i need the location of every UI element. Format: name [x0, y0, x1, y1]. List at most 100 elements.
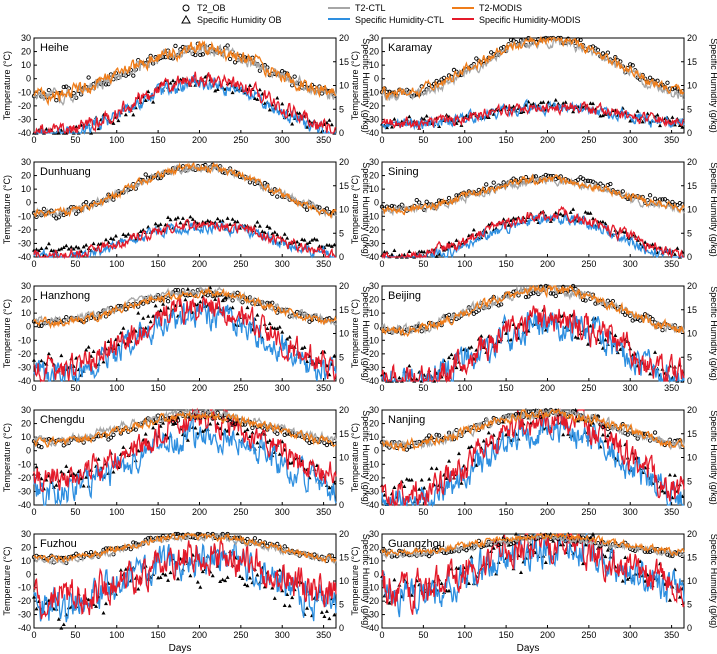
humidity-ob-point	[230, 90, 235, 95]
humidity-ob-point	[285, 236, 290, 240]
x-tick-label: 50	[70, 135, 80, 145]
x-tick-label: 250	[233, 135, 248, 145]
right-tick-label: 20	[339, 157, 349, 167]
series-t2-modis	[33, 40, 337, 107]
t2-ob-point	[575, 177, 581, 182]
humidity-ob-point	[44, 126, 49, 131]
humidity-ob-point	[590, 216, 595, 221]
left-tick-label: -30	[18, 486, 31, 496]
t2-ob-point	[665, 80, 670, 85]
t2-ob-point	[548, 291, 553, 296]
station-name: Beijing	[388, 290, 421, 302]
left-tick-label: 20	[21, 295, 31, 305]
humidity-ob-point	[514, 532, 519, 536]
t2-ob-point	[235, 290, 240, 295]
x-tick-label: 50	[418, 383, 428, 393]
humidity-ob-point	[166, 215, 171, 219]
humidity-ob-point	[302, 345, 307, 349]
humidity-ob-point	[213, 88, 218, 93]
humidity-ob-point	[506, 223, 511, 227]
humidity-ob-point	[324, 242, 329, 247]
humidity-ob-point	[81, 483, 86, 488]
left-tick-label: -40	[18, 500, 31, 510]
humidity-ob-point	[600, 113, 605, 118]
humidity-ob-point	[34, 606, 39, 611]
x-tick-label: 50	[70, 507, 80, 517]
humidity-ob-point	[69, 244, 74, 249]
humidity-ob-point	[277, 568, 282, 572]
humidity-ob-point	[59, 469, 64, 474]
right-tick-label: 5	[339, 228, 344, 238]
x-tick-label: 300	[275, 135, 290, 145]
x-tick-label: 350	[664, 630, 679, 640]
humidity-ob-point	[454, 566, 459, 570]
series-t2-modis	[381, 284, 685, 338]
x-tick-label: 300	[623, 135, 638, 145]
humidity-ob-point	[305, 606, 310, 610]
humidity-ob-point	[392, 577, 397, 582]
x-tick-label: 0	[379, 259, 384, 269]
humidity-ob-point	[439, 581, 444, 586]
t2-ob-point	[275, 431, 280, 436]
t2-ob-point	[427, 553, 432, 559]
humidity-ob-point	[618, 347, 623, 351]
humidity-ob-point	[677, 595, 682, 599]
humidity-ob-point	[623, 555, 628, 559]
t2-ob-point	[660, 197, 665, 202]
left-tick-label: -20	[366, 596, 379, 606]
humidity-ob-point	[327, 118, 332, 122]
series-humidity-ctl	[381, 411, 684, 508]
humidity-ob-point	[235, 431, 240, 436]
humidity-ob-point	[198, 585, 203, 589]
humidity-ob-point	[255, 572, 260, 577]
humidity-ob-point	[255, 220, 260, 224]
humidity-ob-point	[404, 477, 409, 481]
left-tick-label: 30	[369, 157, 379, 167]
left-tick-label: 10	[369, 556, 379, 566]
series-t2-ctl	[33, 533, 337, 566]
t2-ob-point	[474, 56, 479, 61]
humidity-ob-point	[32, 594, 36, 599]
x-tick-label: 250	[581, 383, 596, 393]
humidity-ob-point	[180, 216, 185, 220]
x-tick-label: 100	[109, 259, 124, 269]
t2-ob-point	[71, 91, 76, 96]
series-t2-modis	[33, 532, 337, 564]
right-tick-label: 5	[339, 352, 344, 362]
humidity-ob-point	[422, 116, 427, 121]
humidity-ob-point	[615, 350, 620, 355]
humidity-ob-point	[432, 379, 437, 383]
x-tick-label: 200	[192, 630, 207, 640]
humidity-ob-point	[49, 248, 54, 252]
humidity-ob-point	[74, 244, 79, 249]
humidity-ob-point	[553, 97, 558, 102]
t2-ob-point	[86, 75, 91, 80]
x-tick-label: 200	[540, 259, 555, 269]
t2-ob-point	[630, 63, 635, 68]
humidity-ob-point	[44, 245, 49, 250]
left-tick-label: 0	[26, 446, 31, 456]
humidity-ob-point	[101, 359, 106, 364]
humidity-ob-point	[660, 488, 665, 493]
t2-ob-point	[523, 294, 529, 300]
left-axis-label: Temperature (°C)	[350, 423, 360, 492]
humidity-ob-point	[103, 601, 108, 606]
legend-label: Specific Humidity OB	[197, 15, 282, 25]
humidity-ob-point	[116, 342, 121, 347]
t2-ob-point	[312, 313, 317, 318]
humidity-ob-point	[183, 297, 188, 302]
humidity-ob-point	[161, 571, 166, 576]
t2-ob-point	[304, 207, 310, 212]
humidity-ob-point	[84, 347, 89, 352]
legend-label: Specific Humidity-MODIS	[479, 15, 581, 25]
left-tick-label: -20	[366, 225, 379, 235]
humidity-ob-point	[310, 238, 315, 242]
humidity-ob-point	[280, 588, 285, 593]
humidity-ob-point	[106, 339, 111, 344]
humidity-ob-point	[265, 224, 270, 228]
t2-ob-point	[143, 172, 148, 177]
right-tick-label: 5	[339, 600, 344, 610]
humidity-ob-point	[409, 477, 414, 482]
